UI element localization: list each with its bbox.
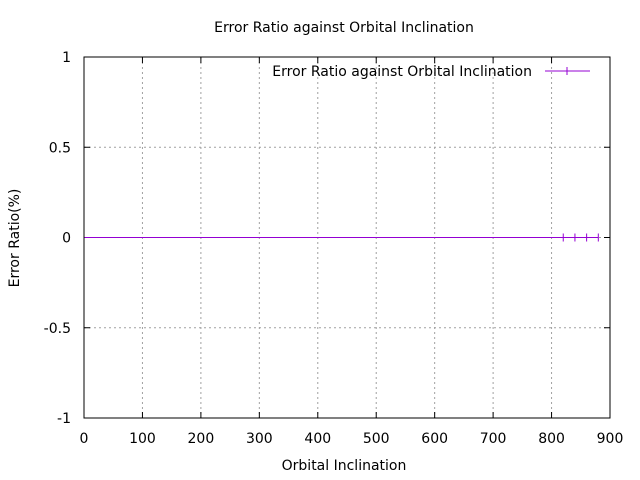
chart-title: Error Ratio against Orbital Inclination <box>214 20 474 36</box>
plot-frame <box>83 56 611 419</box>
y-axis: -1 -0.5 0 0.5 1 <box>44 50 610 427</box>
y-tick-label: 0.5 <box>49 140 71 156</box>
x-tick-label: 900 <box>597 431 624 447</box>
plot-area <box>84 233 599 242</box>
y-axis-label: Error Ratio(%) <box>7 189 23 288</box>
legend: Error Ratio against Orbital Inclination <box>272 64 590 80</box>
x-tick-label: 500 <box>363 431 390 447</box>
x-tick-label: 0 <box>80 431 89 447</box>
x-axis: 0 100 200 300 400 500 600 700 800 900 <box>80 57 624 447</box>
x-tick-label: 600 <box>421 431 448 447</box>
x-tick-label: 400 <box>304 431 331 447</box>
x-tick-label: 300 <box>246 431 273 447</box>
y-tick-label: 0 <box>62 231 71 247</box>
x-axis-label: Orbital Inclination <box>282 458 407 474</box>
x-tick-label: 100 <box>129 431 156 447</box>
x-tick-label: 200 <box>188 431 215 447</box>
x-tick-label: 800 <box>538 431 565 447</box>
legend-label: Error Ratio against Orbital Inclination <box>272 64 532 80</box>
y-tick-label: -0.5 <box>44 321 71 337</box>
y-tick-label: 1 <box>62 50 71 66</box>
x-tick-label: 700 <box>480 431 507 447</box>
y-tick-label: -1 <box>57 411 71 427</box>
